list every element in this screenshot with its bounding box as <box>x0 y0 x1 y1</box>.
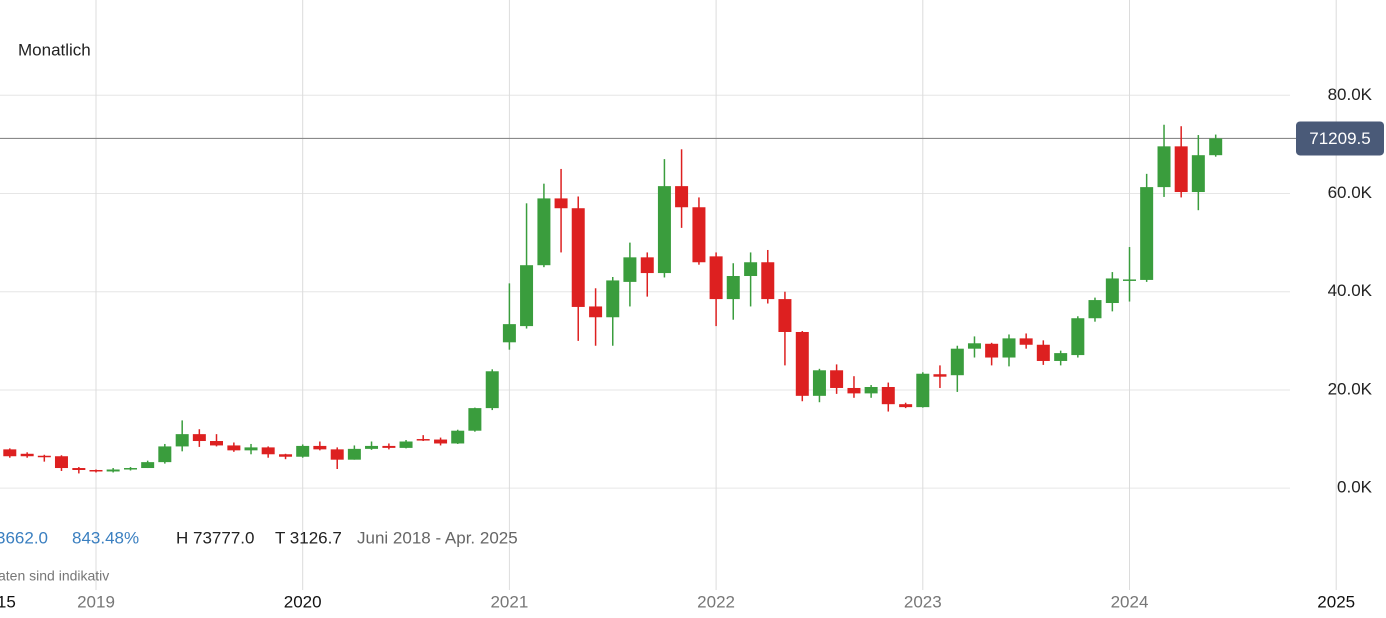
candle-body <box>847 387 861 394</box>
candle-body <box>279 454 293 457</box>
candle-body <box>434 439 448 444</box>
candle-body <box>141 462 155 469</box>
candle-body <box>606 280 620 318</box>
candle-body <box>830 370 844 388</box>
candle-body <box>330 449 344 460</box>
candle-body <box>1019 338 1033 345</box>
candle-body <box>261 447 275 455</box>
high-value: H 73777.0 <box>176 528 254 547</box>
candle-body <box>502 324 516 343</box>
y-tick-label: 40.0K <box>1328 281 1373 300</box>
candle-body <box>899 404 913 408</box>
candle-body <box>916 373 930 408</box>
candle-body <box>72 468 86 470</box>
candle-body <box>20 453 34 457</box>
candle-body <box>485 371 499 409</box>
candle-body <box>1174 146 1188 193</box>
chart-title: Monatlich <box>18 40 91 59</box>
y-tick-label: 80.0K <box>1328 85 1373 104</box>
candle-body <box>382 445 396 448</box>
candle-body <box>416 439 430 441</box>
low-value: T 3126.7 <box>275 528 342 547</box>
candle-body <box>933 374 947 377</box>
x-tick-label: 2020 <box>284 592 322 611</box>
y-tick-label: 0.0K <box>1337 478 1373 497</box>
candle-body <box>657 186 671 274</box>
candle-body <box>54 456 68 469</box>
disclaimer: aten sind indikativ <box>0 568 109 584</box>
candle-body <box>726 276 740 300</box>
x-tick-label: 2019 <box>77 592 115 611</box>
last-price-tag <box>1296 121 1384 156</box>
grid-layer <box>0 0 1337 590</box>
candle-body <box>37 455 51 458</box>
candle-body <box>1123 279 1137 281</box>
change-value: 3662.0 <box>0 528 48 547</box>
x-tick-label: 2024 <box>1111 592 1149 611</box>
x-tick-label: 2022 <box>697 592 735 611</box>
candle-body <box>1071 318 1085 356</box>
candle-body <box>365 445 379 449</box>
x-edge-label: 2015 <box>0 592 16 611</box>
candle-body <box>692 207 706 263</box>
date-range: Juni 2018 - Apr. 2025 <box>357 528 518 547</box>
candle-body <box>554 198 568 209</box>
candle-body <box>812 370 826 396</box>
candle-body <box>623 257 637 282</box>
candle-body <box>451 430 465 444</box>
candle-body <box>1105 278 1119 304</box>
y-tick-label: 20.0K <box>1328 379 1373 398</box>
candle-body <box>778 299 792 332</box>
candle-body <box>1157 146 1171 188</box>
candle-layer <box>3 124 1223 474</box>
candle-body <box>589 306 603 318</box>
candle-body <box>709 256 723 300</box>
x-tick-label: 2021 <box>490 592 528 611</box>
candle-body <box>175 434 189 447</box>
candle-body <box>1054 353 1068 361</box>
candle-body <box>864 386 878 394</box>
x-tick-label: 2025 <box>1317 592 1355 611</box>
candle-body <box>967 343 981 349</box>
candle-body <box>950 348 964 376</box>
candle-body <box>1002 338 1016 358</box>
candle-body <box>158 446 172 463</box>
candle-body <box>795 331 809 396</box>
candle-body <box>1088 300 1102 319</box>
candle-body <box>192 434 206 442</box>
last-price-label: 71209.5 <box>1309 129 1370 148</box>
candle-body <box>244 447 258 451</box>
candle-body <box>3 449 17 457</box>
label-layer: Monatlich 3662.0 843.48% H 73777.0 T 312… <box>0 40 1384 611</box>
candle-body <box>761 262 775 300</box>
candle-body <box>124 468 138 470</box>
candle-body <box>399 441 413 448</box>
candle-body <box>571 208 585 307</box>
candle-body <box>313 445 327 450</box>
candle-body <box>89 469 103 472</box>
candle-body <box>106 469 120 472</box>
x-tick-label: 2023 <box>904 592 942 611</box>
candle-body <box>881 386 895 405</box>
candle-body <box>744 262 758 277</box>
candle-body <box>640 257 654 274</box>
candle-body <box>296 445 310 457</box>
candle-body <box>468 408 482 431</box>
candle-body <box>1209 138 1223 156</box>
change-percent: 843.48% <box>72 528 139 547</box>
candle-body <box>520 265 534 327</box>
candle-body <box>227 445 241 451</box>
candle-body <box>1140 187 1154 280</box>
y-tick-label: 60.0K <box>1328 183 1373 202</box>
candle-body <box>209 441 223 446</box>
candle-body <box>675 186 689 208</box>
candle-body <box>985 343 999 358</box>
candle-body <box>347 448 361 460</box>
candle-body <box>1036 344 1050 361</box>
candle-body <box>1191 155 1205 193</box>
candle-body <box>537 198 551 266</box>
